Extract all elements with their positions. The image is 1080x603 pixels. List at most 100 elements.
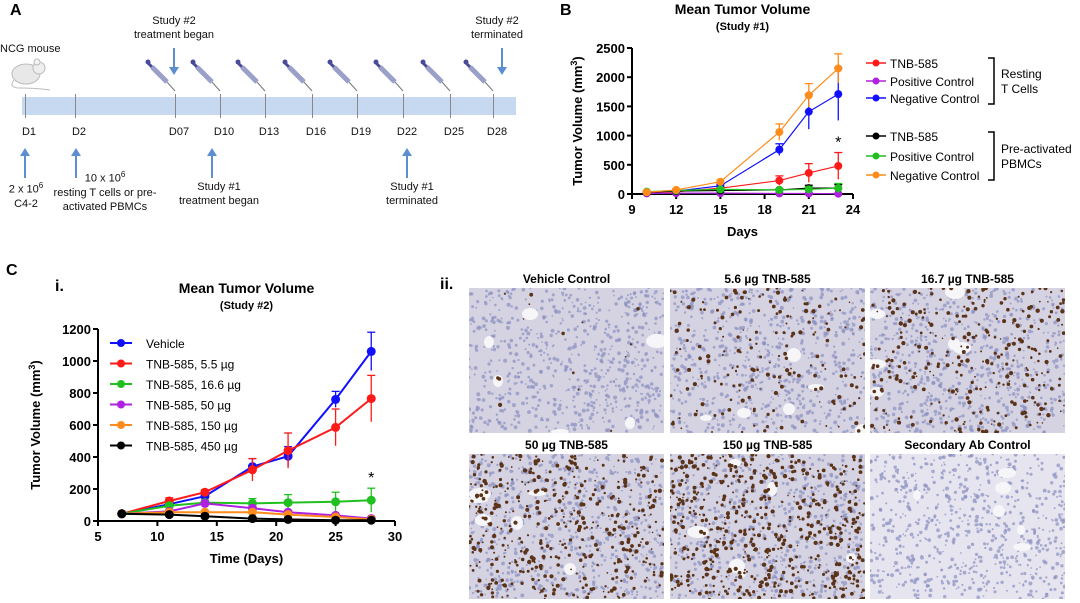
data-point: [200, 511, 210, 521]
x-tick-label: 15: [713, 202, 727, 217]
y-tick-label: 800: [69, 386, 91, 401]
text: terminated: [386, 195, 438, 207]
x-tick-label: 18: [757, 202, 771, 217]
day-label: D1: [21, 126, 37, 138]
data-point: [247, 465, 257, 475]
significance-marker: *: [368, 470, 374, 487]
arrow-icon: [169, 48, 179, 75]
ihc-image: [469, 454, 664, 599]
legend-label: Vehicle: [146, 337, 185, 351]
x-tick-label: 20: [269, 529, 283, 544]
ihc-title: 5.6 µg TNB-585: [724, 272, 811, 286]
timeline-tick: [25, 94, 26, 118]
legend-label: TNB-585, 150 µg: [146, 419, 238, 433]
legend-marker: [872, 171, 880, 179]
data-point: [283, 514, 293, 524]
syringe-icon: [282, 59, 313, 92]
syringe-icon: [463, 59, 494, 92]
legend-label: TNB-585: [890, 130, 938, 144]
text: activated PBMCs: [62, 200, 148, 213]
x-axis-label: Days: [727, 224, 758, 239]
day-label: D22: [396, 126, 418, 138]
day-label: D19: [350, 126, 372, 138]
legend-marker: [872, 77, 880, 85]
chart-study2: Mean Tumor Volume (Study #2) 5 10 15 20 25 30 0 2…: [27, 280, 402, 566]
legend-label: TNB-585, 5.5 µg: [146, 358, 234, 372]
x-tick-label: 25: [328, 529, 342, 544]
text: 6: [120, 170, 126, 179]
legend-label: TNB-585: [890, 57, 938, 71]
data-point: [834, 64, 843, 73]
y-tick-label: 600: [69, 418, 91, 433]
text: Study #1: [390, 181, 434, 193]
y-tick-label: 1000: [62, 354, 91, 369]
panel-ci-label: i.: [55, 278, 64, 295]
syringe-icon: [190, 59, 221, 92]
legend-group-label: T Cells: [1001, 82, 1038, 96]
text: treatment began: [178, 195, 260, 207]
timeline-tick: [265, 94, 266, 118]
legend-group-label: PBMCs: [1001, 157, 1042, 171]
legend-marker: [872, 152, 880, 160]
timeline-bar: [22, 97, 516, 115]
timeline-tick: [220, 94, 221, 118]
ihc-title: Secondary Ab Control: [904, 438, 1031, 452]
x-tick-label: 9: [628, 202, 635, 217]
significance-marker: *: [835, 135, 841, 152]
data-point: [804, 185, 813, 194]
syringe-icon: [420, 59, 451, 92]
legend-marker: [117, 380, 125, 388]
data-point: [331, 497, 341, 507]
timeline-tick: [450, 94, 451, 118]
day-label: D2: [71, 126, 87, 138]
day-label: D28: [486, 126, 508, 138]
study1-terminated-label: Study #1 terminated: [386, 180, 438, 208]
panel-a-label: A: [10, 2, 22, 19]
data-point: [331, 422, 341, 432]
y-tick-label: 2000: [596, 70, 625, 85]
day-label: D25: [443, 126, 465, 138]
series-line: [646, 192, 839, 195]
data-point: [775, 185, 784, 194]
arrow-icon: [402, 148, 412, 178]
timeline-tick: [357, 94, 358, 118]
text: Study #1: [197, 181, 241, 193]
data-point: [775, 176, 784, 185]
x-tick-label: 12: [669, 202, 683, 217]
data-point: [247, 514, 257, 524]
data-point: [775, 145, 784, 154]
study2-began-label: Study #2 treatment began: [134, 14, 214, 42]
legend-bracket: [988, 57, 995, 105]
data-point: [642, 188, 651, 197]
data-point: [834, 184, 843, 193]
data-point: [366, 346, 376, 356]
panel-b-label: B: [560, 2, 572, 19]
legend-group-label: Resting: [1001, 67, 1042, 81]
data-point: [775, 128, 784, 137]
mouse-icon: [11, 58, 50, 91]
x-tick-label: 10: [150, 529, 164, 544]
text: Study #2: [152, 15, 196, 27]
ihc-image: [670, 288, 865, 433]
arrow-icon: [207, 148, 217, 178]
text: 10 x 10: [84, 172, 121, 185]
syringe-icon: [235, 59, 266, 92]
day-label: D16: [305, 126, 327, 138]
syringe-icon: [145, 59, 176, 92]
data-point: [716, 177, 725, 186]
data-point: [164, 510, 174, 520]
data-point: [366, 394, 376, 404]
legend-marker: [872, 59, 880, 67]
data-point: [283, 446, 293, 456]
text: C4-2: [14, 197, 38, 210]
chart-study1: Mean Tumor Volume (Study #1) 9 12 15 18 21 24 0 5…: [569, 1, 1072, 239]
ihc-image: [870, 454, 1065, 599]
chart-title: Mean Tumor Volume: [179, 280, 315, 296]
study1-began-label: Study #1 treatment began: [179, 180, 259, 208]
arrow-icon: [20, 148, 30, 178]
d2-cells-label: 10 x 106 resting T cells or pre-activated…: [54, 168, 157, 214]
legend-marker: [117, 359, 125, 368]
y-tick-label: 1500: [596, 99, 625, 114]
arrow-icon: [497, 48, 507, 75]
